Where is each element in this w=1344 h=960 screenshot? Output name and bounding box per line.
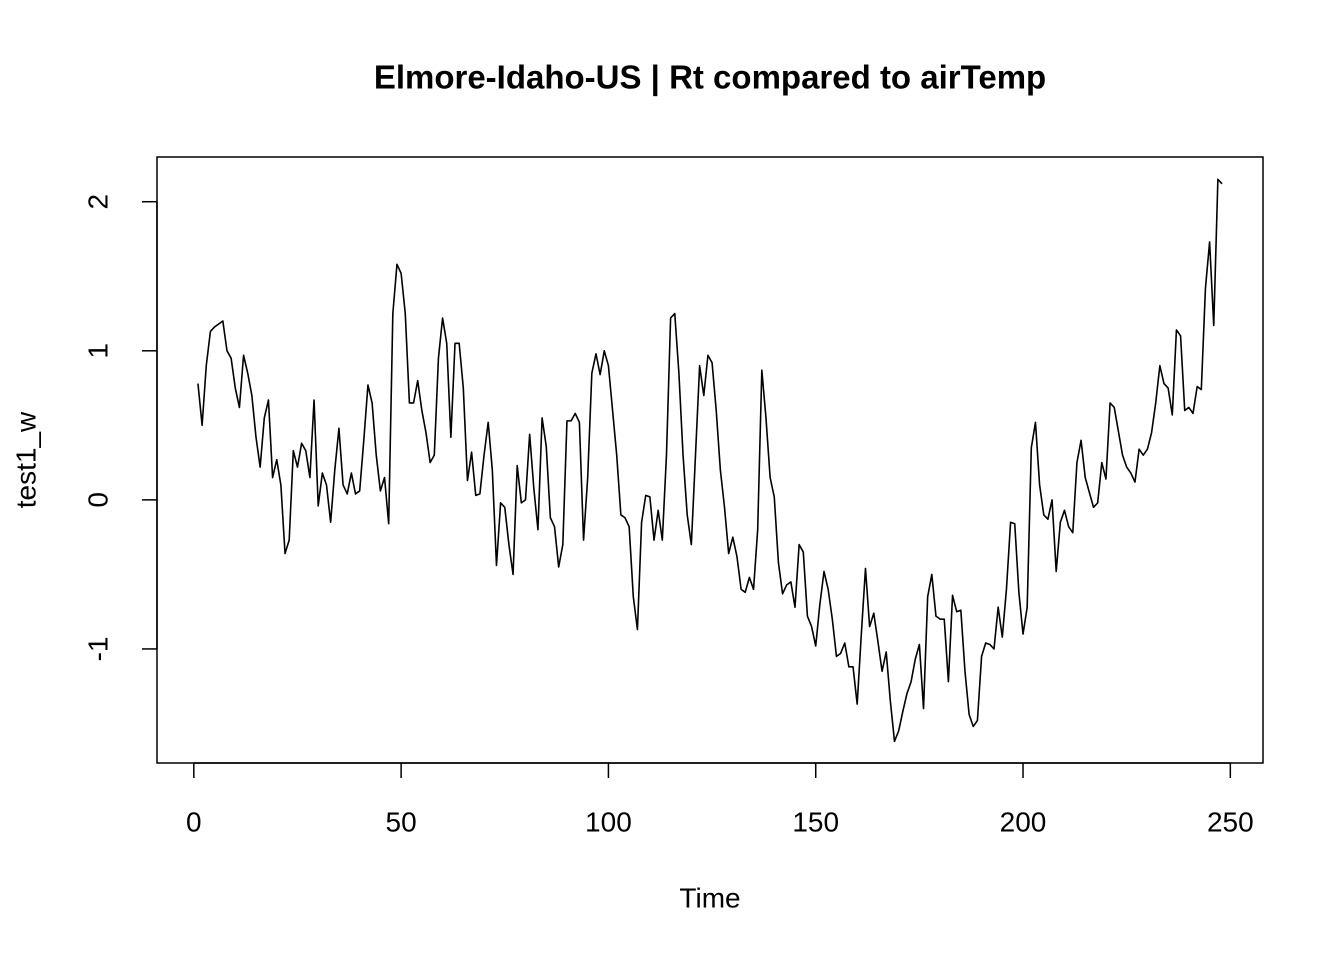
x-tick-label: 100 — [585, 806, 632, 837]
chart-title: Elmore-Idaho-US | Rt compared to airTemp — [374, 59, 1046, 96]
data-line — [197, 178, 1223, 743]
x-tick-label: 200 — [1000, 806, 1047, 837]
y-tick-label: -1 — [82, 637, 113, 662]
x-tick-label: 250 — [1207, 806, 1254, 837]
x-axis-label: Time — [679, 882, 740, 913]
x-tick-label: 0 — [186, 806, 202, 837]
y-tick-label: 0 — [82, 492, 113, 508]
y-axis-label: test1_w — [10, 411, 41, 508]
x-tick-label: 50 — [386, 806, 417, 837]
x-tick-label: 150 — [792, 806, 839, 837]
y-tick-label: 1 — [82, 343, 113, 359]
y-tick-label: 2 — [82, 194, 113, 210]
